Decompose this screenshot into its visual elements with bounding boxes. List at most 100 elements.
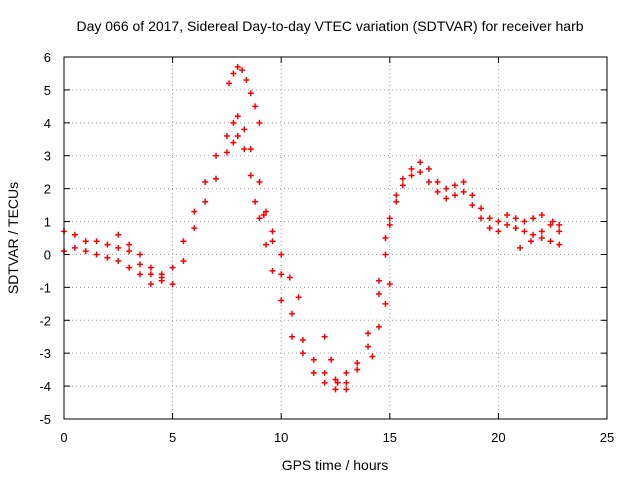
data-point — [343, 386, 350, 393]
data-point — [247, 90, 254, 97]
data-point — [328, 356, 335, 363]
data-point — [262, 241, 269, 248]
series-segment-b — [252, 198, 302, 301]
data-point — [278, 271, 285, 278]
data-point — [556, 228, 563, 235]
data-point — [443, 195, 450, 202]
data-point — [202, 198, 209, 205]
data-point — [417, 169, 424, 176]
data-point — [504, 211, 511, 218]
data-point — [386, 215, 393, 222]
data-point — [278, 251, 285, 258]
data-point — [223, 132, 230, 139]
y-tick-label: 5 — [44, 83, 51, 98]
y-tick-label: -5 — [39, 412, 51, 427]
data-point — [269, 228, 276, 235]
data-point — [334, 379, 341, 386]
data-point — [234, 113, 241, 120]
data-point — [469, 202, 476, 209]
y-tick-label: 2 — [44, 182, 51, 197]
data-point — [191, 225, 198, 232]
data-point — [256, 215, 263, 222]
data-point — [495, 218, 502, 225]
data-point — [365, 330, 372, 337]
x-tick-label: 15 — [383, 430, 397, 445]
data-points — [61, 63, 563, 393]
series-segment-e — [369, 281, 393, 360]
data-point — [104, 254, 111, 261]
data-point — [104, 241, 111, 248]
data-point — [226, 80, 233, 87]
data-point — [147, 271, 154, 278]
data-point — [549, 218, 556, 225]
data-point — [191, 208, 198, 215]
grid-lines — [64, 57, 607, 419]
data-point — [399, 175, 406, 182]
data-point — [202, 179, 209, 186]
data-point — [478, 215, 485, 222]
data-point — [243, 77, 250, 84]
y-tick-label: 0 — [44, 247, 51, 262]
data-point — [169, 281, 176, 288]
y-tick-label: 3 — [44, 149, 51, 164]
series-segment-d — [321, 333, 350, 393]
data-point — [137, 261, 144, 268]
data-point — [256, 119, 263, 126]
data-point — [234, 63, 241, 70]
x-tick-label: 5 — [169, 430, 176, 445]
data-point — [460, 179, 467, 186]
data-point — [425, 165, 432, 172]
data-point — [147, 264, 154, 271]
data-point — [269, 238, 276, 245]
data-point — [343, 369, 350, 376]
data-point — [393, 198, 400, 205]
data-point — [386, 281, 393, 288]
data-point — [230, 70, 237, 77]
data-point — [260, 211, 267, 218]
data-point — [547, 221, 554, 228]
data-point — [408, 165, 415, 172]
data-point — [93, 251, 100, 258]
data-point — [354, 360, 361, 367]
data-point — [530, 231, 537, 238]
data-point — [289, 333, 296, 340]
data-point — [169, 264, 176, 271]
data-point — [137, 271, 144, 278]
data-point — [126, 241, 133, 248]
data-point — [278, 297, 285, 304]
data-point — [375, 277, 382, 284]
data-point — [256, 179, 263, 186]
data-point — [478, 205, 485, 212]
data-point — [556, 221, 563, 228]
data-point — [399, 182, 406, 189]
x-tick-label: 10 — [274, 430, 288, 445]
data-point — [354, 366, 361, 373]
y-tick-label: 4 — [44, 116, 51, 131]
data-point — [115, 258, 122, 265]
data-point — [332, 376, 339, 383]
data-point — [310, 356, 317, 363]
x-axis-label: GPS time / hours — [282, 457, 389, 473]
data-point — [310, 369, 317, 376]
data-point — [495, 228, 502, 235]
series-track-lower — [61, 132, 563, 393]
series-segment-c — [115, 231, 165, 281]
data-point — [521, 228, 528, 235]
data-point — [71, 244, 78, 251]
data-point — [393, 192, 400, 199]
data-point — [386, 221, 393, 228]
y-tick-label: -2 — [39, 313, 51, 328]
data-point — [299, 350, 306, 357]
data-point — [343, 379, 350, 386]
data-point — [321, 333, 328, 340]
data-point — [252, 198, 259, 205]
y-tick-label: -1 — [39, 280, 51, 295]
y-tick-label: 6 — [44, 50, 51, 65]
series-track-upper — [61, 113, 563, 383]
data-point — [417, 159, 424, 166]
data-point — [521, 218, 528, 225]
data-point — [425, 179, 432, 186]
series-segment-a — [226, 63, 263, 126]
data-point — [180, 258, 187, 265]
